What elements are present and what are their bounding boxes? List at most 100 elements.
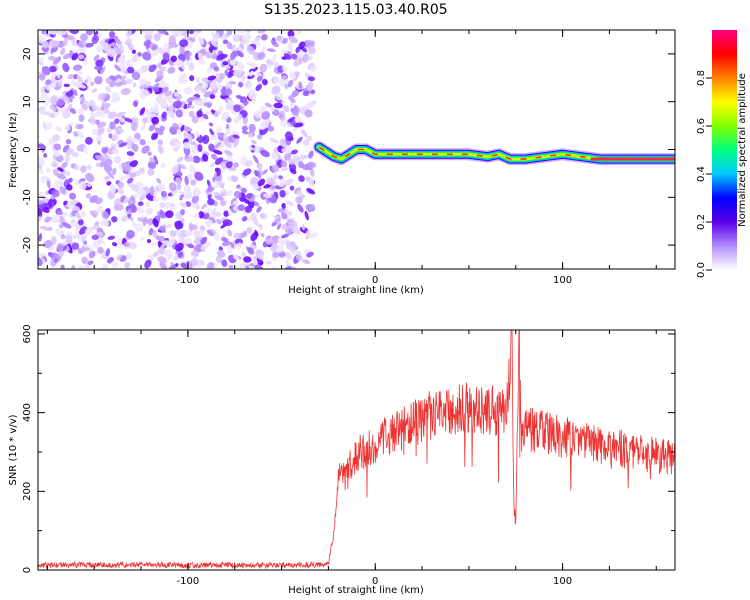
noise-blob [270, 235, 281, 244]
noise-blob [241, 251, 247, 257]
noise-blob [168, 182, 177, 192]
noise-blob [244, 205, 253, 213]
noise-blob [270, 242, 278, 252]
noise-blob [173, 91, 179, 97]
noise-blob [42, 196, 49, 204]
noise-blob [190, 258, 198, 267]
noise-blob [151, 49, 159, 57]
y-tick-label: 200 [22, 482, 33, 501]
colorbar-tick-label: 0.6 [696, 118, 707, 134]
noise-blob [78, 54, 85, 60]
noise-blob [160, 163, 166, 168]
noise-blob [221, 241, 231, 247]
noise-blob [233, 116, 240, 124]
noise-blob [239, 96, 248, 103]
noise-blob [182, 141, 191, 150]
noise-blob [127, 66, 135, 74]
noise-blob [67, 35, 74, 40]
noise-blob [281, 202, 286, 209]
noise-blob [208, 122, 214, 127]
noise-blob [188, 62, 195, 71]
noise-blob [241, 216, 248, 222]
noise-blob [285, 251, 292, 261]
noise-blob [264, 236, 273, 245]
noise-blob [57, 243, 64, 252]
noise-blob [215, 255, 222, 263]
noise-blob [226, 30, 231, 38]
noise-blob [263, 193, 272, 199]
noise-blob [147, 254, 155, 261]
noise-blob [287, 79, 294, 88]
noise-blob [101, 102, 111, 109]
noise-blob [222, 61, 229, 66]
noise-blob [227, 73, 233, 79]
noise-blob [105, 86, 111, 94]
noise-blob [257, 52, 266, 61]
noise-blob [215, 73, 221, 78]
noise-blob [117, 56, 125, 63]
noise-blob [97, 140, 102, 145]
noise-blob [147, 160, 157, 170]
noise-blob [126, 252, 133, 260]
noise-blobs [38, 30, 318, 269]
noise-blob [92, 239, 100, 249]
noise-blob [55, 228, 62, 235]
noise-blob [279, 189, 286, 198]
noise-blob [118, 187, 125, 195]
noise-blob [168, 60, 174, 67]
noise-blob [60, 47, 66, 56]
noise-blob [162, 52, 170, 60]
noise-blob [165, 210, 174, 219]
noise-blob [163, 43, 169, 52]
noise-blob [285, 200, 294, 206]
noise-blob [289, 185, 295, 191]
noise-blob [90, 81, 95, 86]
noise-blob [38, 56, 44, 63]
noise-blob [207, 75, 217, 81]
noise-blob [238, 83, 243, 88]
noise-blob [205, 51, 212, 59]
noise-blob [252, 200, 260, 207]
noise-blob [233, 138, 240, 148]
noise-blob [171, 122, 179, 130]
noise-blob [59, 186, 66, 195]
noise-blob [296, 250, 301, 256]
noise-blob [266, 260, 272, 265]
noise-blob [302, 259, 311, 265]
colorbar-ticks: 0.0 0.2 0.4 0.6 0.8 [696, 70, 712, 278]
noise-blob [197, 144, 203, 153]
noise-blob [259, 106, 267, 113]
noise-blob [152, 218, 159, 228]
noise-blob [291, 149, 298, 155]
noise-blob [214, 195, 224, 201]
noise-blob [184, 237, 192, 245]
noise-blob [190, 145, 199, 154]
noise-blob [126, 62, 134, 67]
noise-blob [296, 190, 303, 196]
noise-blob [64, 125, 71, 131]
noise-blob [89, 99, 96, 109]
snr-series-line [38, 330, 675, 570]
noise-blob [62, 62, 70, 73]
noise-blob [84, 42, 94, 48]
noise-blob [168, 35, 177, 45]
noise-blob [156, 178, 162, 184]
noise-blob [247, 215, 253, 223]
noise-blob [298, 41, 306, 50]
noise-blob [278, 177, 286, 187]
noise-blob [271, 40, 279, 48]
noise-blob [91, 35, 99, 45]
noise-blob [193, 85, 203, 92]
noise-blob [48, 65, 57, 73]
noise-blob [69, 199, 79, 206]
noise-blob [55, 126, 63, 133]
noise-blob [159, 202, 166, 209]
noise-blob [207, 185, 213, 191]
noise-blob [159, 241, 167, 251]
noise-blob [141, 51, 152, 61]
noise-blob [241, 33, 252, 42]
noise-blob [109, 184, 117, 194]
noise-blob [307, 161, 317, 168]
noise-blob [302, 164, 310, 171]
